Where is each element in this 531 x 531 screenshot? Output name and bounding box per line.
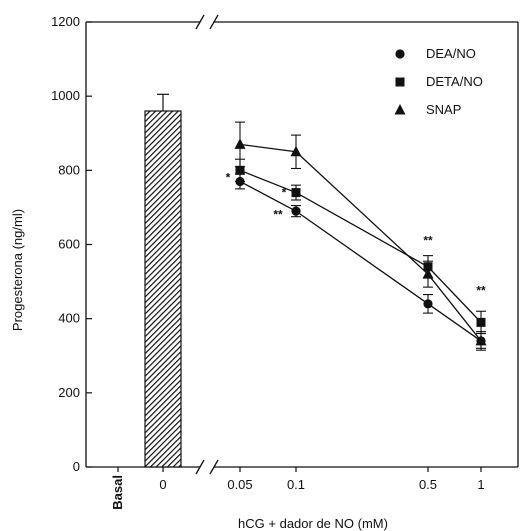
annotations: ******** — [226, 170, 486, 297]
data-point — [291, 188, 301, 198]
axis-break-mark-top — [195, 14, 205, 30]
legend-marker — [395, 49, 405, 59]
data-point — [475, 334, 487, 346]
y-axis-title: Progesterona (ng/ml) — [10, 209, 25, 331]
y-tick-label: 800 — [58, 162, 80, 177]
significance-mark: * — [226, 170, 231, 184]
data-point — [423, 299, 433, 309]
legend-marker — [394, 104, 406, 115]
series-line-snap — [239, 143, 482, 342]
significance-mark: ** — [273, 208, 283, 222]
y-tick-label: 0 — [73, 459, 80, 474]
significance-mark: ** — [423, 234, 433, 248]
legend: DEA/NO DETA/NO SNAP — [394, 46, 483, 117]
x-tick-label: 0 — [159, 477, 166, 492]
legend-label: DETA/NO — [426, 74, 483, 89]
bar — [144, 110, 182, 468]
series-line-dea-no — [239, 180, 482, 342]
data-point — [290, 145, 302, 157]
y-tick-label: 1200 — [51, 14, 80, 29]
axis-break-mark-top — [209, 14, 219, 30]
y-tick-label: 400 — [58, 311, 80, 326]
series-markers — [234, 121, 487, 351]
series-lines — [239, 143, 482, 342]
x-axis-title: hCG + dador de NO (mM) — [238, 516, 388, 531]
series-line-deta-no — [239, 169, 482, 323]
legend-label: DEA/NO — [426, 46, 476, 61]
y-tick-label: 1000 — [51, 88, 80, 103]
data-point — [234, 138, 246, 149]
x-tick-label: Basal — [110, 475, 125, 510]
legend-marker — [395, 77, 405, 87]
axes: 0 200 400 600 800 1000 1200 Basal 0 0.05 0.1 0.5 1 — [51, 14, 519, 510]
data-point — [422, 268, 434, 279]
data-point — [291, 206, 301, 216]
axis-break-mark-bottom — [195, 459, 205, 475]
x-tick-label: 1 — [477, 477, 484, 492]
x-tick-label: 0.1 — [287, 477, 305, 492]
x-tick-label: 0.05 — [227, 477, 252, 492]
y-tick-label: 600 — [58, 237, 80, 252]
legend-label: SNAP — [426, 102, 461, 117]
significance-mark: ** — [476, 284, 486, 298]
y-tick-label: 200 — [58, 385, 80, 400]
data-point — [476, 317, 486, 327]
axis-break-mark-bottom — [209, 459, 219, 475]
data-point — [235, 165, 245, 175]
significance-mark: * — [282, 185, 287, 199]
x-tick-label: 0.5 — [419, 477, 437, 492]
bars — [144, 93, 182, 468]
